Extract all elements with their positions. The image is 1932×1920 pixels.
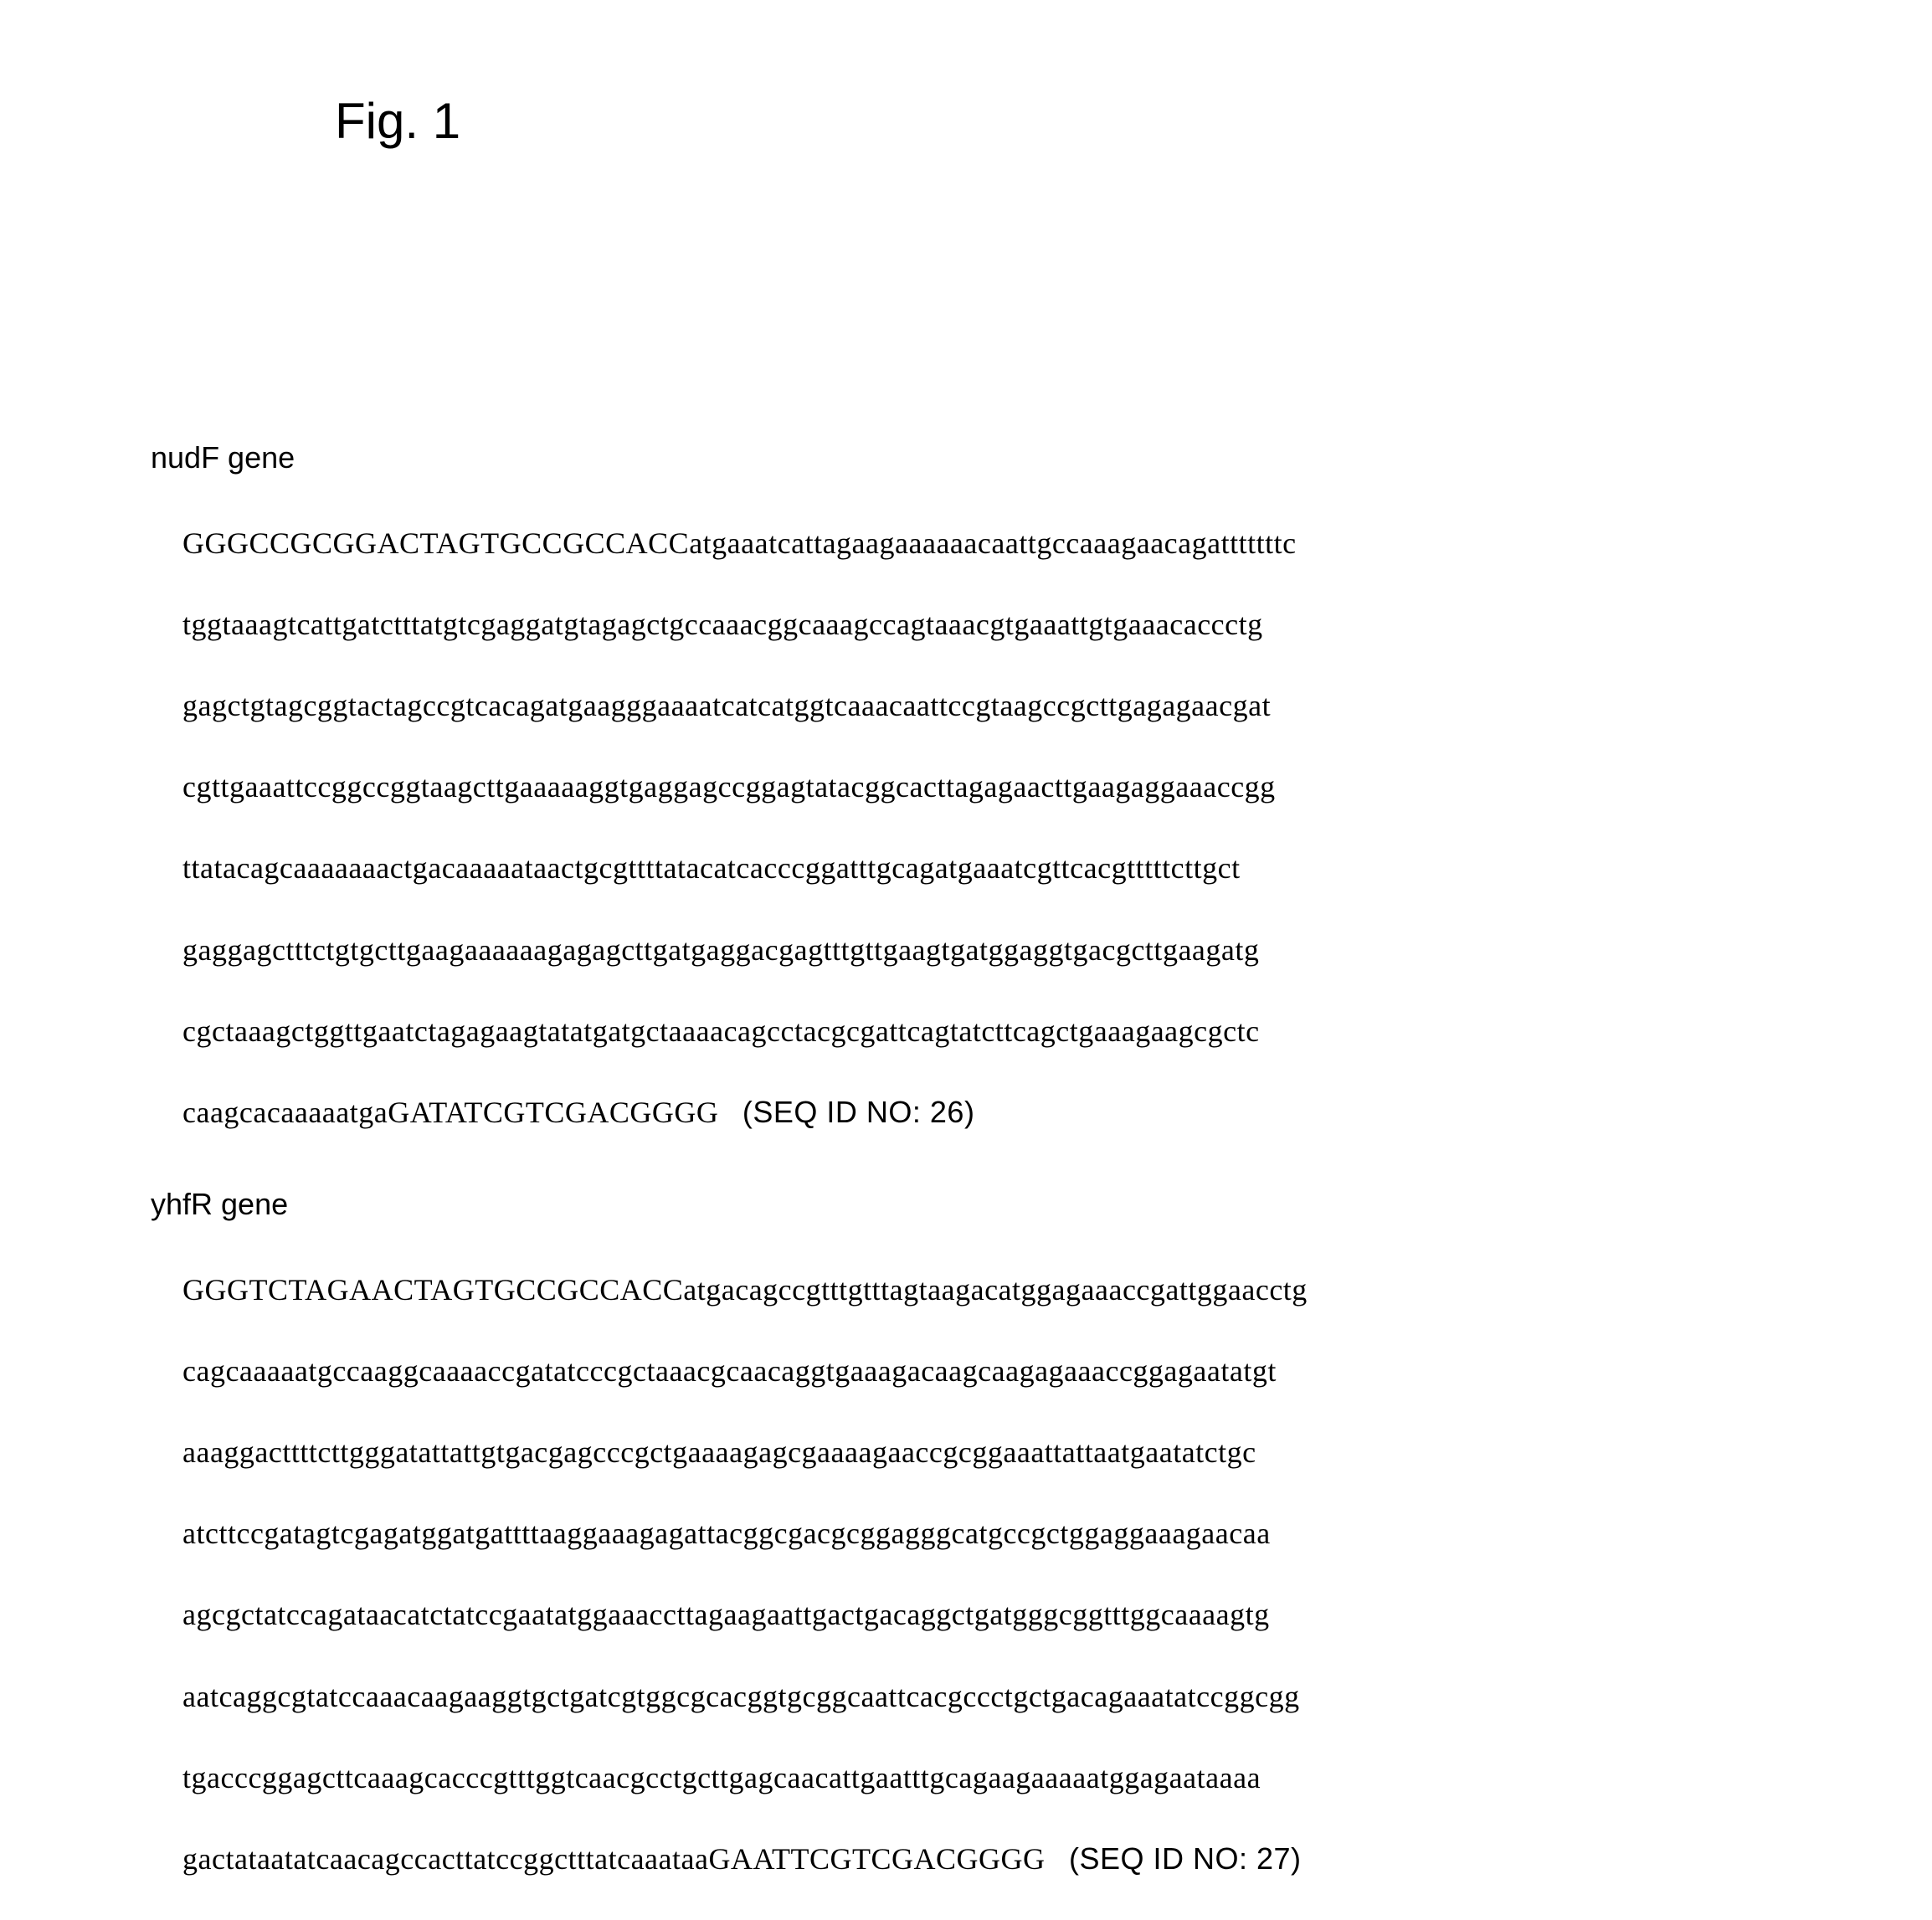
sequence-line: ttatacagcaaaaaaactgacaaaaataactgcgttttat… xyxy=(182,851,1241,885)
content-area: nudF gene GGGCCGCGGACTAGTGCCGCCACCatgaaa… xyxy=(151,427,1741,1920)
sequence-line: gagctgtagcggtactagccgtcacagatgaagggaaaat… xyxy=(182,689,1271,722)
sequence-line: caagcacaaaaatgaGATATCGTCGACGGGG xyxy=(182,1096,718,1129)
sequence-line: tgacccggagcttcaaagcacccgtttggtcaacgcctgc… xyxy=(182,1761,1261,1794)
sequence-line: cgttgaaattccggccggtaagcttgaaaaaggtgaggag… xyxy=(182,770,1276,803)
sequence-line: tggtaaagtcattgatctttatgtcgaggatgtagagctg… xyxy=(182,608,1263,641)
figure-title: Fig. 1 xyxy=(335,92,460,150)
sequence-line: GGGCCGCGGACTAGTGCCGCCACCatgaaatcattagaag… xyxy=(182,526,1297,560)
sequence-line: cagcaaaaatgccaaggcaaaaccgatatcccgctaaacg… xyxy=(182,1354,1277,1388)
sequence-line: agcgctatccagataacatctatccgaatatggaaacctt… xyxy=(182,1598,1270,1631)
seq-id-yhfr: (SEQ ID NO: 27) xyxy=(1069,1841,1302,1876)
seq-id-nudf: (SEQ ID NO: 26) xyxy=(742,1095,975,1129)
sequence-block-yhfr: GGGTCTAGAACTAGTGCCGCCACCatgacagccgtttgtt… xyxy=(151,1229,1741,1920)
sequence-line: aaaggacttttcttgggatattattgtgacgagcccgctg… xyxy=(182,1435,1256,1469)
sequence-line: cgctaaagctggttgaatctagagaagtatatgatgctaa… xyxy=(182,1014,1260,1048)
sequence-line: gactataatatcaacagccacttatccggctttatcaaat… xyxy=(182,1842,1045,1876)
sequence-block-nudf: GGGCCGCGGACTAGTGCCGCCACCatgaaatcattagaag… xyxy=(151,482,1741,1173)
sequence-line: GGGTCTAGAACTAGTGCCGCCACCatgacagccgtttgtt… xyxy=(182,1273,1308,1307)
gene-label-yhfr: yhfR gene xyxy=(151,1187,1741,1222)
gene-label-nudf: nudF gene xyxy=(151,440,1741,475)
sequence-line: aatcaggcgtatccaaacaagaaggtgctgatcgtggcgc… xyxy=(182,1680,1300,1713)
sequence-line: atcttccgatagtcgagatggatgattttaaggaaagaga… xyxy=(182,1517,1271,1550)
sequence-line: gaggagctttctgtgcttgaagaaaaaagagagcttgatg… xyxy=(182,933,1259,967)
